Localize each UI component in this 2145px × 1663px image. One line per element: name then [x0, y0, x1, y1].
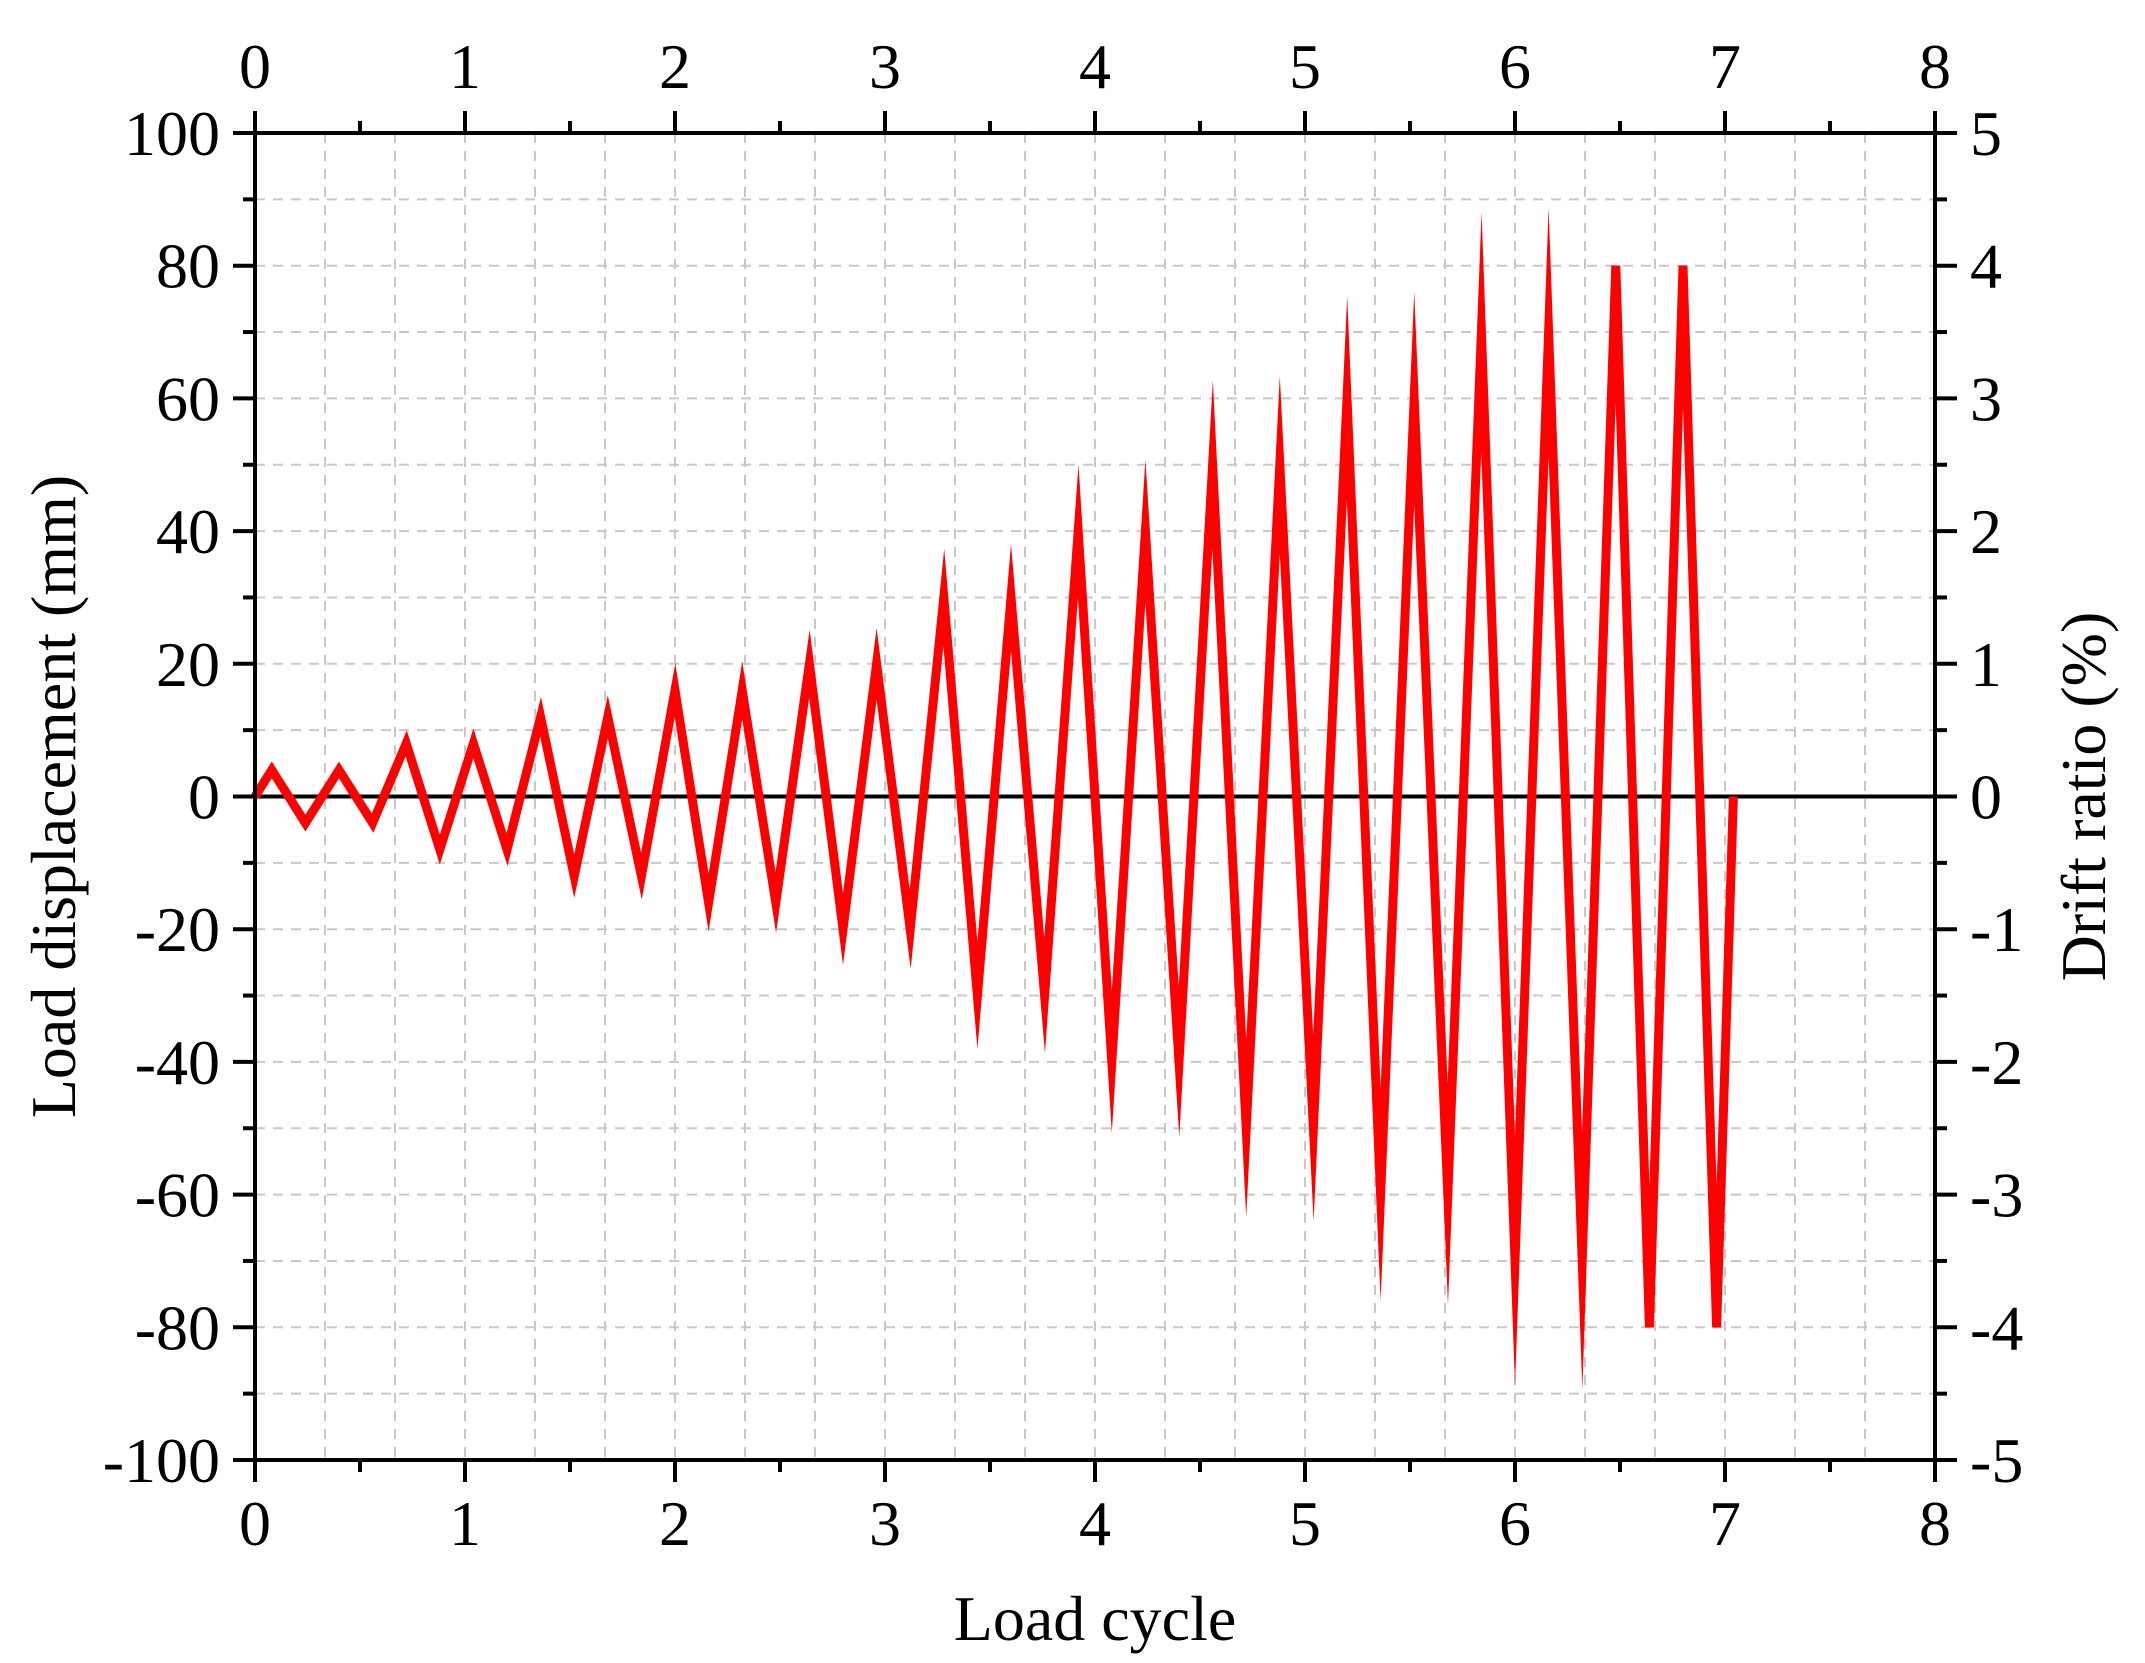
- series-layer: [251, 207, 1738, 1390]
- y2-tick-label-right: 5: [1970, 98, 2002, 169]
- y-tick-label-left: -100: [103, 1425, 220, 1496]
- x-axis-title: Load cycle: [954, 1583, 1237, 1654]
- y-tick-label-left: -40: [135, 1027, 220, 1098]
- y-tick-label-left: -60: [135, 1160, 220, 1231]
- y-tick-label-left: 20: [156, 629, 220, 700]
- x-tick-label-top: 6: [1499, 31, 1531, 102]
- x-tick-label-bottom: 6: [1499, 1488, 1531, 1559]
- y2-tick-label-right: 0: [1970, 762, 2002, 833]
- y2-tick-label-right: -3: [1970, 1160, 2023, 1231]
- y2-axis-title: Drift ratio (%): [2048, 612, 2119, 982]
- y-tick-label-left: 100: [124, 98, 220, 169]
- y-tick-label-left: 60: [156, 363, 220, 434]
- y-tick-label-left: 0: [188, 762, 220, 833]
- x-tick-label-top: 2: [659, 31, 691, 102]
- x-tick-label-bottom: 2: [659, 1488, 691, 1559]
- x-tick-label-bottom: 7: [1709, 1488, 1741, 1559]
- x-tick-label-bottom: 3: [869, 1488, 901, 1559]
- y-tick-label-left: -80: [135, 1292, 220, 1363]
- x-tick-label-top: 8: [1919, 31, 1951, 102]
- tick-labels: 001122334455667788100806040200-20-40-60-…: [103, 31, 2024, 1559]
- x-tick-label-top: 7: [1709, 31, 1741, 102]
- x-tick-label-top: 5: [1289, 31, 1321, 102]
- tick-marks: [233, 111, 1957, 1482]
- x-tick-label-bottom: 5: [1289, 1488, 1321, 1559]
- series-line-0: [251, 207, 1738, 1390]
- x-tick-label-bottom: 4: [1079, 1488, 1111, 1559]
- y2-tick-label-right: 3: [1970, 363, 2002, 434]
- y2-tick-label-right: 2: [1970, 496, 2002, 567]
- y2-tick-label-right: -2: [1970, 1027, 2023, 1098]
- x-tick-label-top: 4: [1079, 31, 1111, 102]
- y-axis-title: Load displacement (mm): [18, 475, 89, 1118]
- y-tick-label-left: 80: [156, 231, 220, 302]
- x-tick-label-top: 3: [869, 31, 901, 102]
- x-tick-label-top: 0: [239, 31, 271, 102]
- x-tick-label-top: 1: [449, 31, 481, 102]
- x-tick-label-bottom: 1: [449, 1488, 481, 1559]
- y2-tick-label-right: 1: [1970, 629, 2002, 700]
- x-tick-label-bottom: 0: [239, 1488, 271, 1559]
- y-tick-label-left: 40: [156, 496, 220, 567]
- y2-tick-label-right: -4: [1970, 1292, 2023, 1363]
- y2-tick-label-right: 4: [1970, 231, 2002, 302]
- y2-tick-label-right: -1: [1970, 894, 2023, 965]
- y-tick-label-left: -20: [135, 894, 220, 965]
- y2-tick-label-right: -5: [1970, 1425, 2023, 1496]
- x-tick-label-bottom: 8: [1919, 1488, 1951, 1559]
